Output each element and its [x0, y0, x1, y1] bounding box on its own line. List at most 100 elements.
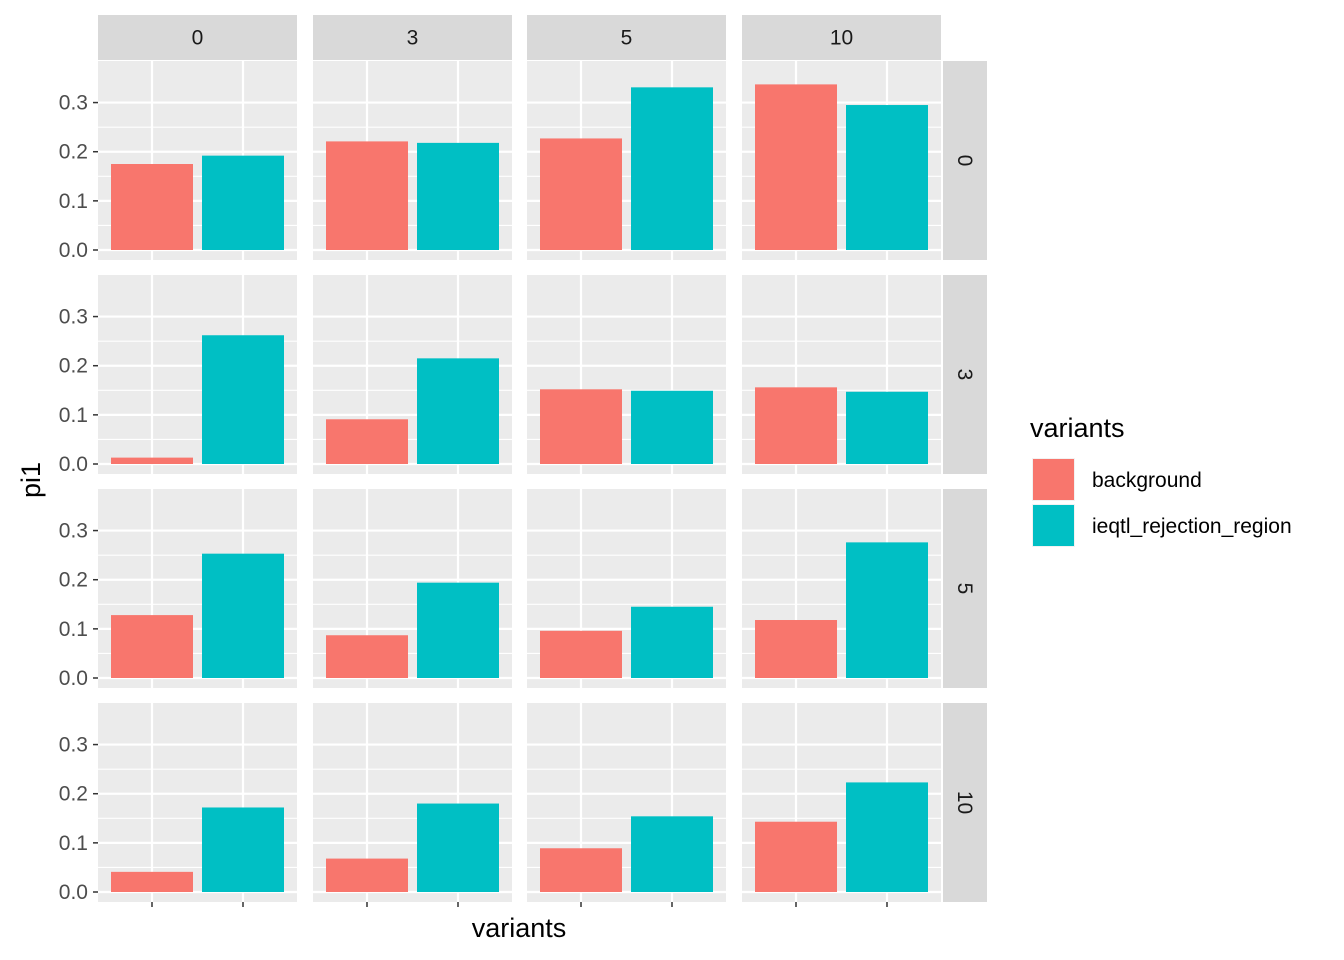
panels-layer [98, 61, 941, 902]
y-tick-label: 0.3 [59, 306, 88, 329]
bar-background-row-0-col-5 [540, 138, 622, 250]
panel-row-0-col-5 [527, 61, 726, 260]
bar-ieqtl-rejection-region-row-10-col-0 [202, 807, 284, 892]
y-axis-row-10: 0.0 0.1 0.2 0.3 [59, 734, 98, 904]
y-tick-label: 0.0 [59, 667, 88, 690]
facet-strip-label: 5 [953, 583, 976, 595]
facet-strip-row-5: 5 [943, 489, 987, 688]
facet-strip-label: 3 [953, 369, 976, 381]
strip-background [742, 15, 941, 60]
panel-row-5-col-0 [98, 489, 297, 688]
y-axis-title: pi1 [16, 462, 46, 498]
y-tick-label: 0.3 [59, 92, 88, 115]
bar-background-row-5-col-5 [540, 630, 622, 678]
y-tick-label: 0.2 [59, 141, 88, 164]
bar-ieqtl-rejection-region-row-3-col-3 [417, 358, 499, 464]
facet-strip-label: 0 [953, 155, 976, 167]
y-tick-label: 0.3 [59, 520, 88, 543]
bar-background-row-10-col-0 [111, 871, 193, 892]
panel-row-0-col-0 [98, 61, 297, 260]
bar-background-row-10-col-10 [755, 821, 837, 892]
bar-background-row-5-col-3 [326, 635, 408, 678]
facet-strip-label: 0 [192, 27, 204, 50]
y-tick-label: 0.2 [59, 783, 88, 806]
y-tick-label: 0.0 [59, 881, 88, 904]
strip-background [943, 275, 987, 474]
bar-ieqtl-rejection-region-row-5-col-3 [417, 582, 499, 678]
panel-row-10-col-0 [98, 703, 297, 902]
y-tick-label: 0.1 [59, 190, 88, 213]
legend-entry-background: background [1032, 458, 1202, 501]
strip-background [943, 703, 987, 902]
bar-ieqtl-rejection-region-row-0-col-0 [202, 155, 284, 250]
strip-background [313, 15, 512, 60]
panel-row-10-col-5 [527, 703, 726, 902]
facet-strip-row-10: 10 [943, 703, 987, 902]
bar-ieqtl-rejection-region-row-10-col-10 [846, 782, 928, 892]
y-axis-row-3: 0.0 0.1 0.2 0.3 [59, 306, 98, 476]
y-tick-label: 0.1 [59, 404, 88, 427]
bar-ieqtl-rejection-region-row-0-col-10 [846, 105, 928, 251]
bar-background-row-3-col-5 [540, 389, 622, 464]
bar-ieqtl-rejection-region-row-10-col-3 [417, 803, 499, 892]
strip-background [527, 15, 726, 60]
bar-background-row-3-col-3 [326, 419, 408, 464]
panel-row-0-col-10 [742, 61, 941, 260]
bar-background-row-3-col-0 [111, 457, 193, 464]
facet-strip-col-0: 0 [98, 15, 297, 60]
legend-entries: background ieqtl_rejection_region [1032, 458, 1292, 547]
facet-strip-col-5: 5 [527, 15, 726, 60]
bar-ieqtl-rejection-region-row-3-col-0 [202, 335, 284, 464]
bar-ieqtl-rejection-region-row-5-col-5 [631, 606, 713, 678]
y-tick-label: 0.1 [59, 832, 88, 855]
legend-entry-ieqtl-rejection-region: ieqtl_rejection_region [1032, 504, 1292, 547]
y-tick-label: 0.2 [59, 569, 88, 592]
panel-row-3-col-0 [98, 275, 297, 474]
facet-strip-label: 10 [830, 27, 853, 50]
x-axis-title: variants [472, 913, 567, 943]
facet-strip-label: 10 [953, 791, 976, 814]
legend: variants background ieqtl_rejection_regio… [1030, 413, 1292, 547]
y-tick-label: 0.2 [59, 355, 88, 378]
legend-label: ieqtl_rejection_region [1092, 515, 1292, 538]
bar-ieqtl-rejection-region-row-3-col-10 [846, 391, 928, 464]
bar-ieqtl-rejection-region-row-5-col-10 [846, 542, 928, 678]
y-tick-label: 0.0 [59, 239, 88, 262]
bar-background-row-0-col-0 [111, 164, 193, 250]
panel-row-5-col-10 [742, 489, 941, 688]
bar-background-row-0-col-3 [326, 141, 408, 250]
facet-strip-col-3: 3 [313, 15, 512, 60]
x-axis-layer [151, 902, 888, 907]
bar-background-row-10-col-3 [326, 858, 408, 892]
facet-strip-label: 3 [407, 27, 419, 50]
legend-title: variants [1030, 413, 1125, 443]
bar-ieqtl-rejection-region-row-5-col-0 [202, 553, 284, 678]
panel-row-5-col-5 [527, 489, 726, 688]
y-axis-row-0: 0.0 0.1 0.2 0.3 [59, 92, 98, 262]
panel-row-3-col-3 [313, 275, 512, 474]
y-axis-layer: 0.00.10.20.30.00.10.20.30.00.10.20.30.00… [59, 92, 98, 904]
strip-background [943, 61, 987, 260]
y-tick-label: 0.3 [59, 734, 88, 757]
strips-layer: 0 3 5 10 0 3 5 10 [98, 15, 987, 902]
bar-ieqtl-rejection-region-row-0-col-3 [417, 142, 499, 250]
bar-background-row-10-col-5 [540, 848, 622, 892]
legend-label: background [1092, 469, 1202, 492]
bar-background-row-5-col-0 [111, 615, 193, 678]
bar-background-row-5-col-10 [755, 620, 837, 678]
facet-strip-label: 5 [621, 27, 633, 50]
y-tick-label: 0.1 [59, 618, 88, 641]
legend-swatch [1033, 459, 1074, 500]
panel-row-3-col-5 [527, 275, 726, 474]
bar-ieqtl-rejection-region-row-3-col-5 [631, 390, 713, 464]
bar-ieqtl-rejection-region-row-0-col-5 [631, 87, 713, 250]
y-tick-label: 0.0 [59, 453, 88, 476]
panel-row-10-col-10 [742, 703, 941, 902]
strip-background [98, 15, 297, 60]
facet-strip-col-10: 10 [742, 15, 941, 60]
bar-ieqtl-rejection-region-row-10-col-5 [631, 816, 713, 892]
legend-swatch [1033, 505, 1074, 546]
bar-background-row-0-col-10 [755, 84, 837, 250]
y-axis-row-5: 0.0 0.1 0.2 0.3 [59, 520, 98, 690]
